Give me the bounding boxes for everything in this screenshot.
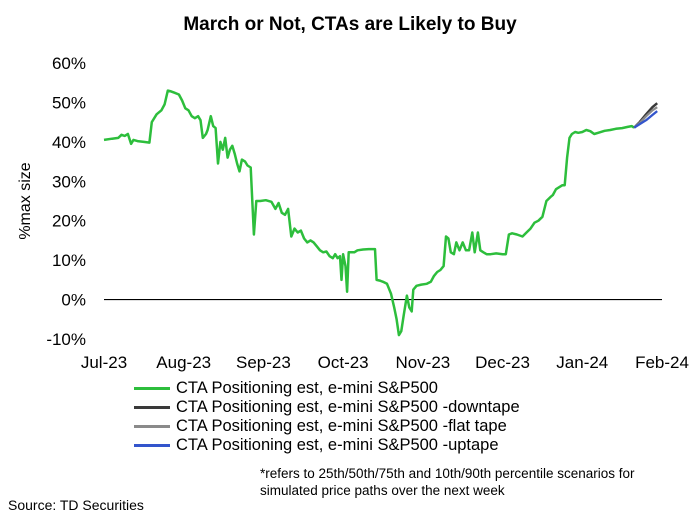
x-tick-label: Feb-24 (635, 353, 689, 372)
legend-item: CTA Positioning est, e-mini S&P500 -flat… (134, 417, 520, 436)
x-tick-label: Dec-23 (475, 353, 530, 372)
series-line-3 (633, 110, 658, 129)
legend-item: CTA Positioning est, e-mini S&P500 -down… (134, 398, 520, 417)
legend-label: CTA Positioning est, e-mini S&P500 -down… (176, 398, 520, 416)
y-tick-label: 20% (52, 212, 86, 231)
legend-label: CTA Positioning est, e-mini S&P500 (176, 379, 438, 397)
y-tick-label: 0% (61, 291, 86, 310)
source-note: Source: TD Securities (8, 497, 144, 513)
legend-item: CTA Positioning est, e-mini S&P500 (134, 379, 520, 398)
footnote: *refers to 25th/50th/75th and 10th/90th … (260, 465, 680, 499)
footnote-line-2: simulated price paths over the next week (260, 483, 505, 498)
series-line-0 (103, 89, 635, 337)
legend-swatch (134, 387, 170, 390)
chart-title: March or Not, CTAs are Likely to Buy (183, 14, 517, 35)
x-tick-label: Nov-23 (395, 353, 450, 372)
x-tick-label: Aug-23 (156, 353, 211, 372)
y-tick-label: 10% (52, 251, 86, 270)
y-tick-label: 60% (52, 54, 86, 73)
x-tick-label: Sep-23 (236, 353, 291, 372)
line-chart: -10% 0% 10% 20% 30% 40% 50% 60% Jul-23 Aug-23 Sep… (17, 54, 689, 372)
legend: CTA Positioning est, e-mini S&P500 CTA Po… (134, 379, 520, 455)
y-tick-label: -10% (46, 330, 86, 349)
y-axis-title: %max size (17, 162, 34, 239)
y-tick-label: 30% (52, 172, 86, 191)
y-axis: -10% 0% 10% 20% 30% 40% 50% 60% (46, 54, 86, 349)
y-tick-label: 50% (52, 93, 86, 112)
y-tick-label: 40% (52, 133, 86, 152)
x-tick-label: Jan-24 (556, 353, 608, 372)
legend-label: CTA Positioning est, e-mini S&P500 -flat… (176, 417, 507, 435)
x-tick-label: Oct-23 (318, 353, 369, 372)
series-layer (103, 89, 659, 337)
footnote-line-1: *refers to 25th/50th/75th and 10th/90th … (260, 466, 635, 481)
x-axis: Jul-23 Aug-23 Sep-23 Oct-23 Nov-23 Dec-23 Jan-… (81, 353, 689, 372)
legend-label: CTA Positioning est, e-mini S&P500 -upta… (176, 436, 499, 454)
legend-swatch (134, 425, 170, 428)
legend-swatch (134, 444, 170, 447)
legend-swatch (134, 406, 170, 409)
x-tick-label: Jul-23 (81, 353, 127, 372)
legend-item: CTA Positioning est, e-mini S&P500 -upta… (134, 436, 520, 455)
